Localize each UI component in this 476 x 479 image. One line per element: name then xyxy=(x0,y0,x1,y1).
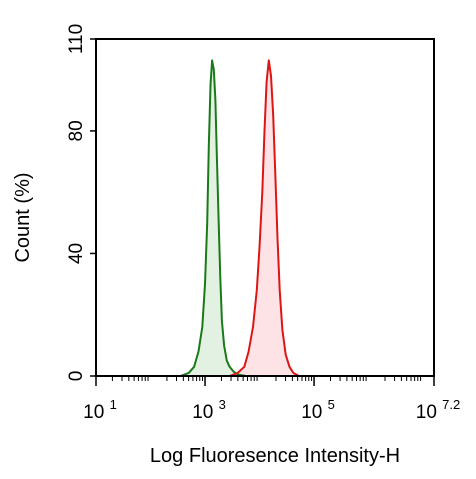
y-axis-title: Count (%) xyxy=(12,172,34,262)
x-tick-label: 10 3 xyxy=(192,397,226,423)
y-tick-label: 110 xyxy=(66,24,87,54)
plot-frame xyxy=(95,38,435,377)
y-tick-label: 0 xyxy=(66,371,87,382)
y-tick-label: 40 xyxy=(66,243,87,264)
x-tick-label: 10 5 xyxy=(301,397,335,423)
histogram-line-2 xyxy=(229,59,300,377)
histogram-fill-1 xyxy=(180,60,246,377)
x-axis-title: Log Fluoresence Intensity-H xyxy=(150,445,400,467)
histogram-line-1 xyxy=(180,59,247,377)
y-tick-label: 80 xyxy=(66,120,87,141)
histogram-fill-2 xyxy=(229,60,299,377)
x-tick-label: 10 1 xyxy=(83,397,117,423)
x-tick-label: 10 7.2 xyxy=(416,397,461,423)
